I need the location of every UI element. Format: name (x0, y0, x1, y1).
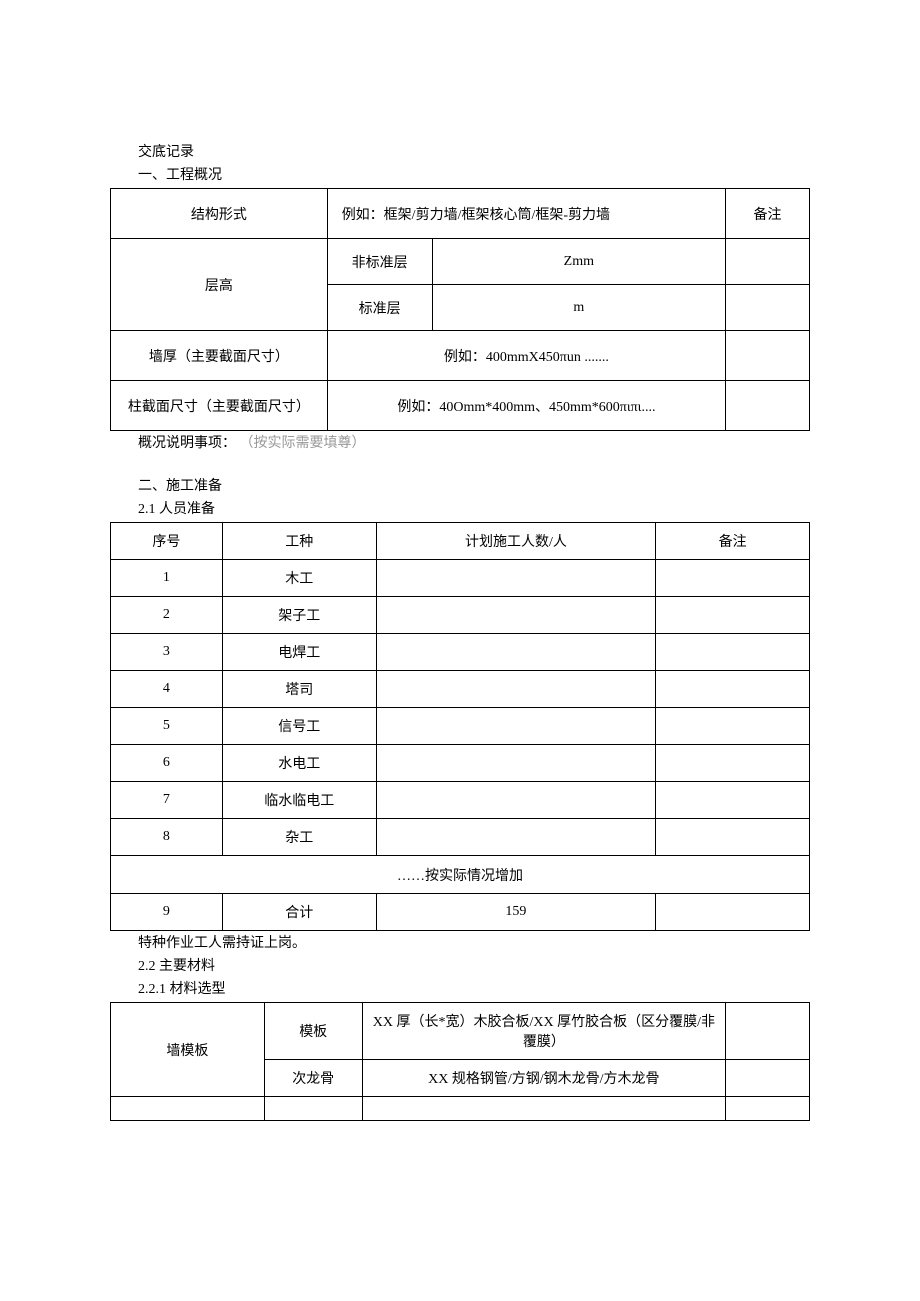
cell (376, 597, 656, 634)
note-header: 备注 (656, 523, 810, 560)
type-header: 工种 (222, 523, 376, 560)
cell: 9 (111, 894, 223, 931)
count-header: 计划施工人数/人 (376, 523, 656, 560)
wallform-label: 墙模板 (111, 1003, 265, 1097)
std-label: 标准层 (327, 285, 432, 331)
wall-label: 墙厚（主要截面尺寸） (111, 331, 328, 381)
cell (656, 560, 810, 597)
cell: 4 (111, 671, 223, 708)
cell (656, 894, 810, 931)
cell: 159 (376, 894, 656, 931)
cell: 5 (111, 708, 223, 745)
table-row: 4 塔司 (111, 671, 810, 708)
add-note: ……按实际情况增加 (111, 856, 810, 894)
cell: 7 (111, 782, 223, 819)
sub-label: 模板 (264, 1003, 362, 1060)
cell (656, 745, 810, 782)
table-row: 8 杂工 (111, 819, 810, 856)
material-table: 墙模板 模板 XX 厚（长*宽）木胶合板/XX 厚竹胶合板（区分覆膜/非覆膜） … (110, 1002, 810, 1121)
cell (726, 331, 810, 381)
cell: 6 (111, 745, 223, 782)
cell (656, 634, 810, 671)
personnel-table: 序号 工种 计划施工人数/人 备注 1 木工 2 架子工 3 电焊工 4 塔司 … (110, 522, 810, 931)
section2-sub: 2.1 人员准备 (110, 499, 810, 520)
sub-value: XX 规格钢管/方钢/钢木龙骨/方木龙骨 (362, 1060, 725, 1097)
overview-table: 结构形式 例如：框架/剪力墙/框架核心筒/框架-剪力墙 备注 层高 非标准层 Z… (110, 188, 810, 431)
cell: 架子工 (222, 597, 376, 634)
cell (726, 381, 810, 431)
table-row: 9 合计 159 (111, 894, 810, 931)
section22-sub: 2.2.1 材料选型 (110, 979, 810, 1000)
doc-title: 交底记录 (110, 142, 810, 163)
table-row: 序号 工种 计划施工人数/人 备注 (111, 523, 810, 560)
table-row: 7 临水临电工 (111, 782, 810, 819)
cell (376, 745, 656, 782)
nonstd-value: Zmm (432, 239, 726, 285)
nonstd-label: 非标准层 (327, 239, 432, 285)
cell: 信号工 (222, 708, 376, 745)
cell (376, 782, 656, 819)
cell: 杂工 (222, 819, 376, 856)
table-row: 层高 非标准层 Zmm (111, 239, 810, 285)
cell: 3 (111, 634, 223, 671)
cell: 塔司 (222, 671, 376, 708)
special-note: 特种作业工人需持证上岗。 (110, 933, 810, 954)
table-row: 3 电焊工 (111, 634, 810, 671)
struct-value: 例如：框架/剪力墙/框架核心筒/框架-剪力墙 (327, 189, 725, 239)
cell: 合计 (222, 894, 376, 931)
wall-value: 例如：400mmX450πun ....... (327, 331, 725, 381)
cell (726, 1060, 810, 1097)
cell (362, 1097, 725, 1121)
cell (376, 671, 656, 708)
overview-note: 概况说明事项： （按实际需要填尊） (110, 433, 810, 454)
cell: 2 (111, 597, 223, 634)
note-hint: （按实际需要填尊） (240, 436, 366, 451)
table-row (111, 1097, 810, 1121)
cell (376, 708, 656, 745)
cell (656, 671, 810, 708)
table-row: 结构形式 例如：框架/剪力墙/框架核心筒/框架-剪力墙 备注 (111, 189, 810, 239)
cell (726, 285, 810, 331)
cell: 水电工 (222, 745, 376, 782)
cell (656, 819, 810, 856)
col-value: 例如：40Omm*400mm、450mm*600πιπι.... (327, 381, 725, 431)
cell: 8 (111, 819, 223, 856)
sub-value: XX 厚（长*宽）木胶合板/XX 厚竹胶合板（区分覆膜/非覆膜） (362, 1003, 725, 1060)
table-row: 墙模板 模板 XX 厚（长*宽）木胶合板/XX 厚竹胶合板（区分覆膜/非覆膜） (111, 1003, 810, 1060)
cell (726, 1097, 810, 1121)
struct-label: 结构形式 (111, 189, 328, 239)
floor-label: 层高 (111, 239, 328, 331)
table-row: 2 架子工 (111, 597, 810, 634)
table-row: 5 信号工 (111, 708, 810, 745)
section2-title: 二、施工准备 (110, 476, 810, 497)
note-label: 概况说明事项： (138, 436, 236, 451)
cell (726, 239, 810, 285)
cell (264, 1097, 362, 1121)
seq-header: 序号 (111, 523, 223, 560)
sub-label: 次龙骨 (264, 1060, 362, 1097)
note-header: 备注 (726, 189, 810, 239)
col-label: 柱截面尺寸（主要截面尺寸） (111, 381, 328, 431)
cell (376, 560, 656, 597)
section22-title: 2.2 主要材料 (110, 956, 810, 977)
cell (376, 634, 656, 671)
table-row: 柱截面尺寸（主要截面尺寸） 例如：40Omm*400mm、450mm*600πι… (111, 381, 810, 431)
cell (111, 1097, 265, 1121)
cell (656, 708, 810, 745)
table-row: 1 木工 (111, 560, 810, 597)
cell (656, 597, 810, 634)
cell: 电焊工 (222, 634, 376, 671)
cell (726, 1003, 810, 1060)
table-row: 墙厚（主要截面尺寸） 例如：400mmX450πun ....... (111, 331, 810, 381)
cell: 1 (111, 560, 223, 597)
table-row: ……按实际情况增加 (111, 856, 810, 894)
std-value: m (432, 285, 726, 331)
cell (376, 819, 656, 856)
cell: 木工 (222, 560, 376, 597)
cell: 临水临电工 (222, 782, 376, 819)
cell (656, 782, 810, 819)
table-row: 6 水电工 (111, 745, 810, 782)
section1-title: 一、工程概况 (110, 165, 810, 186)
